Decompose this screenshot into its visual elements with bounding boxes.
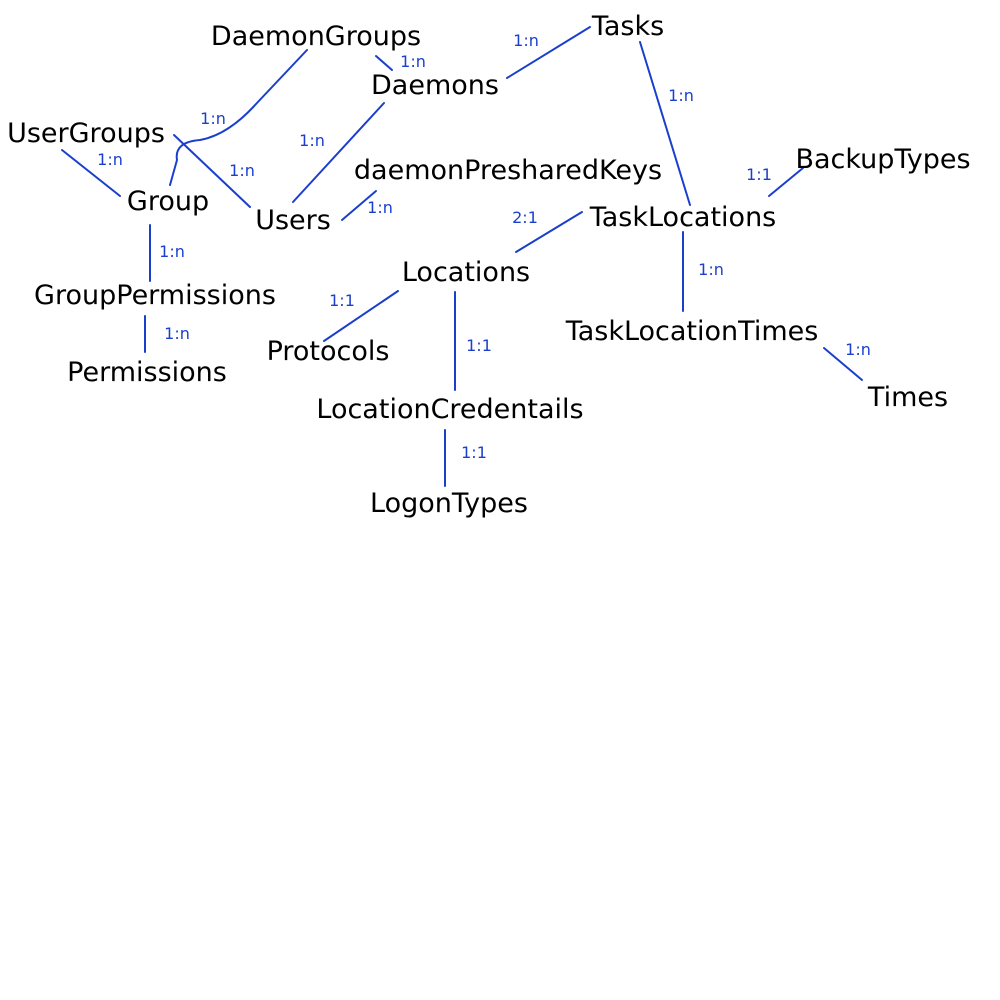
cardinality-credentials-logontypes: 1:1 xyxy=(461,443,487,462)
entity-location-credentials: LocationCredentails xyxy=(316,394,583,425)
cardinality-tasklocations-backuptypes: 1:1 xyxy=(746,165,772,184)
edge-usergroups-users xyxy=(173,134,251,208)
entity-locations: Locations xyxy=(402,257,530,288)
entity-permissions: Permissions xyxy=(67,357,227,388)
edge-daemons-users xyxy=(292,102,385,203)
entity-task-locations: TaskLocations xyxy=(589,202,777,233)
edge-tasks-tasklocations xyxy=(639,41,691,206)
cardinality-tasklocations-locations: 2:1 xyxy=(512,208,538,227)
cardinality-daemongroups-group: 1:n xyxy=(200,109,226,128)
cardinality-tasks-tasklocations: 1:n xyxy=(668,86,694,105)
cardinality-group-grouppermissions: 1:n xyxy=(159,242,185,261)
entity-daemon-groups: DaemonGroups xyxy=(211,21,421,52)
entity-daemons: Daemons xyxy=(371,70,499,101)
entity-daemon-preshared-keys: daemonPresharedKeys xyxy=(354,155,662,186)
cardinality-tasklocations-tasklocationtimes: 1:n xyxy=(698,260,724,279)
entity-group: Group xyxy=(127,186,209,217)
entity-task-location-times: TaskLocationTimes xyxy=(565,316,819,347)
entity-tasks: Tasks xyxy=(591,11,664,42)
relationship-lines xyxy=(61,26,863,487)
edge-locations-protocols xyxy=(323,290,399,342)
cardinality-labels: 1:n 1:n 1:n 1:n 1:n 1:n 1:n 1:n 1:1 2:1 … xyxy=(97,31,871,462)
edge-daemongroups-group xyxy=(169,49,308,186)
entity-labels: DaemonGroups Tasks Daemons UserGroups Gr… xyxy=(7,11,970,519)
cardinality-daemons-users: 1:n xyxy=(299,131,325,150)
cardinality-daemons-tasks: 1:n xyxy=(513,31,539,50)
entity-times: Times xyxy=(867,382,948,413)
cardinality-tasklocationtimes-times: 1:n xyxy=(845,340,871,359)
edge-daemongroups-daemons xyxy=(375,55,393,71)
cardinality-users-presharedkeys: 1:n xyxy=(367,198,393,217)
edge-daemons-tasks xyxy=(506,26,591,79)
entity-users: Users xyxy=(255,205,331,236)
edge-usergroups-group xyxy=(61,149,121,197)
edge-users-presharedkeys xyxy=(341,190,377,221)
cardinality-usergroups-users: 1:n xyxy=(229,161,255,180)
edge-tasklocations-locations xyxy=(515,211,583,253)
edge-tasklocations-backuptypes xyxy=(768,167,804,197)
cardinality-usergroups-group: 1:n xyxy=(97,150,123,169)
cardinality-locations-credentials: 1:1 xyxy=(466,336,492,355)
cardinality-locations-protocols: 1:1 xyxy=(329,291,355,310)
entity-logon-types: LogonTypes xyxy=(370,488,528,519)
cardinality-daemongroups-daemons: 1:n xyxy=(400,52,426,71)
entity-user-groups: UserGroups xyxy=(7,118,165,149)
entity-backup-types: BackupTypes xyxy=(795,144,970,175)
cardinality-grouppermissions-permissions: 1:n xyxy=(164,324,190,343)
edge-tasklocationtimes-times xyxy=(823,347,863,381)
entity-protocols: Protocols xyxy=(267,336,390,367)
entity-group-permissions: GroupPermissions xyxy=(34,280,276,311)
